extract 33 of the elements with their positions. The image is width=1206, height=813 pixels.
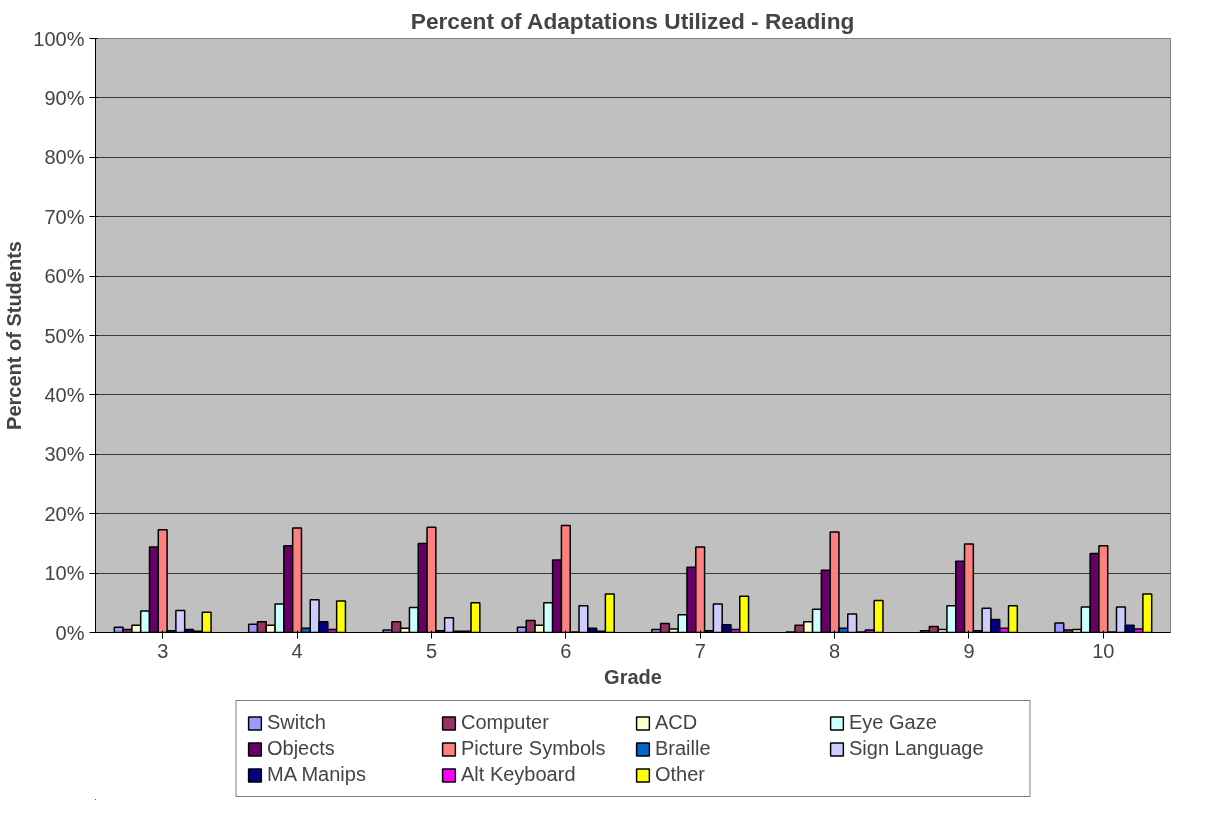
- y-tick-label: 30%: [44, 443, 85, 466]
- x-tick-label: 10: [1092, 639, 1115, 662]
- legend-label: Alt Keyboard: [461, 763, 577, 786]
- x-tick-label: 6: [560, 639, 572, 662]
- legend-label: Objects: [267, 737, 336, 760]
- y-tick-label: 40%: [44, 383, 85, 406]
- legend-label: ACD: [655, 711, 699, 734]
- x-tick-label: 5: [425, 639, 437, 662]
- x-tick-label: 3: [157, 639, 169, 662]
- y-tick-label: 70%: [44, 205, 85, 228]
- y-tick-label: 60%: [44, 265, 85, 288]
- legend-label: MA Manips: [267, 763, 367, 786]
- legend-label: Eye Gaze: [849, 711, 938, 734]
- y-tick-label: 90%: [44, 86, 85, 109]
- legend-label: Braille: [655, 737, 712, 760]
- y-axis-title: Percent of Students: [3, 241, 26, 430]
- y-tick-label: 100%: [33, 27, 85, 50]
- x-tick-label: 4: [291, 639, 303, 662]
- legend-label: Picture Symbols: [461, 737, 607, 760]
- x-tick-label: 7: [694, 639, 706, 662]
- x-tick-label: 9: [963, 639, 975, 662]
- y-tick-label: 10%: [44, 562, 85, 585]
- y-tick-label: 50%: [44, 324, 85, 347]
- x-axis-title: Grade: [604, 665, 662, 688]
- chart-title: Percent of Adaptations Utilized - Reading: [410, 7, 855, 34]
- y-tick-label: 20%: [44, 502, 85, 525]
- y-tick-label: 80%: [44, 146, 85, 169]
- legend-label: Switch: [267, 711, 327, 734]
- legend-label: Other: [655, 763, 707, 786]
- y-tick-label: 0%: [55, 621, 85, 644]
- legend-label: Sign Language: [849, 737, 985, 760]
- legend-label: Computer: [461, 711, 550, 734]
- x-tick-label: 8: [829, 639, 841, 662]
